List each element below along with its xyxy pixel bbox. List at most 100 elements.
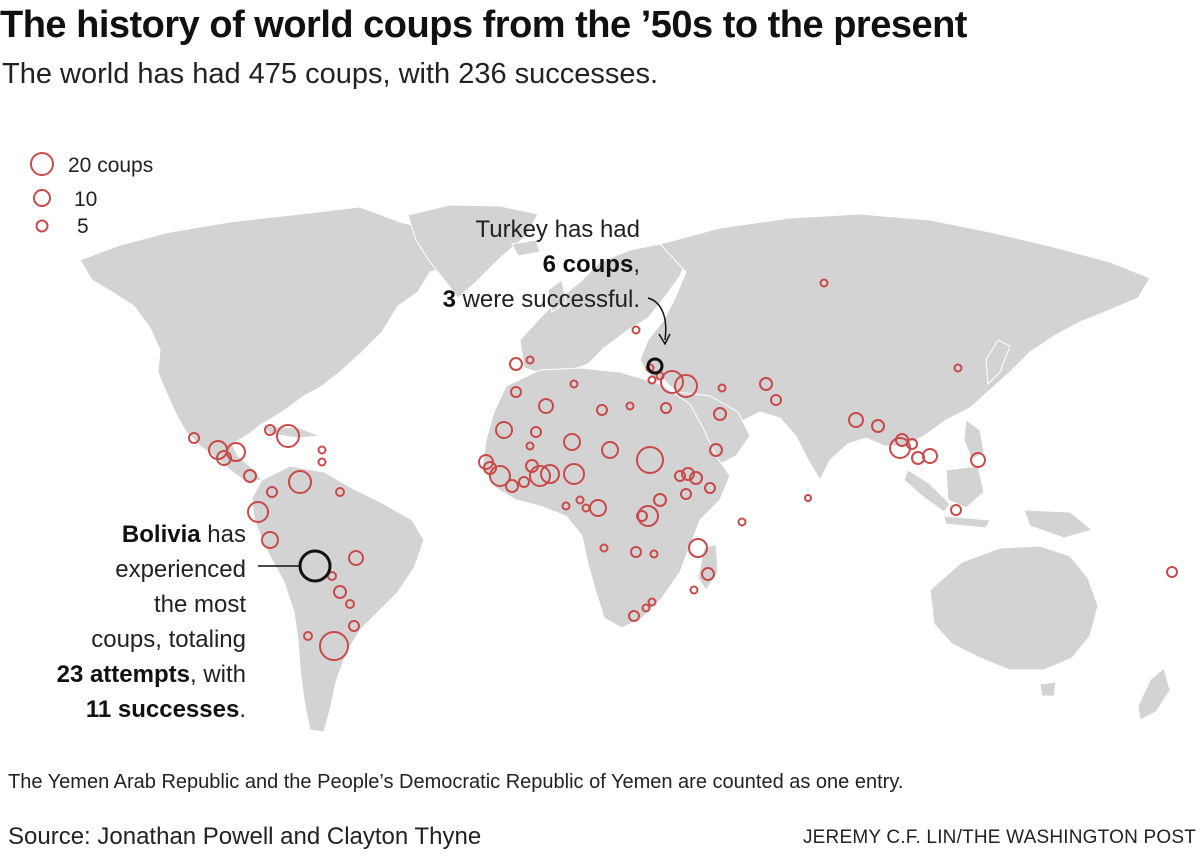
turkey-arrowhead	[658, 333, 671, 346]
coup-circle	[495, 421, 513, 439]
coup-circle	[970, 452, 986, 468]
coup-circle	[525, 441, 535, 451]
coup-circle	[636, 446, 664, 474]
turkey-annotation: Turkey has had 6 coups, 3 were successfu…	[418, 212, 640, 317]
coup-circle	[529, 465, 551, 487]
coup-circle	[953, 363, 963, 373]
coup-circle	[247, 501, 269, 523]
australia-landmass	[929, 545, 1099, 671]
turkey-line-2-rest: ,	[633, 251, 640, 278]
coup-circle	[226, 442, 246, 462]
north-america-landmass	[79, 206, 469, 483]
coup-circle	[525, 355, 535, 365]
coup-circle	[518, 476, 530, 488]
coup-circle	[538, 398, 554, 414]
borneo-landmass	[945, 465, 985, 509]
coup-circle	[688, 538, 708, 558]
author-credit: JEREMY C.F. LIN/THE WASHINGTON POST	[802, 827, 1196, 848]
coup-circle	[713, 407, 727, 421]
page-subtitle: The world has had 475 coups, with 236 su…	[2, 58, 659, 90]
bolivia-name: Bolivia	[121, 521, 201, 548]
coup-circle	[804, 494, 812, 502]
coup-circle	[288, 470, 312, 494]
coup-circle	[563, 433, 581, 451]
coup-circle	[333, 585, 347, 599]
coup-circle	[819, 278, 829, 288]
coup-circle	[317, 445, 327, 455]
turkey-coups-count: 6 coups	[542, 251, 634, 278]
coup-circle	[348, 620, 360, 632]
coup-circle	[660, 370, 684, 394]
turkey-annotation-arrow	[647, 297, 667, 341]
coup-circle	[950, 504, 962, 516]
coup-circle	[569, 379, 579, 389]
coup-circle	[530, 426, 542, 438]
coup-circle	[596, 404, 608, 416]
coup-circle	[188, 432, 200, 444]
turkey-line-1: Turkey has had	[475, 216, 640, 243]
coup-circle	[681, 467, 695, 481]
coup-circle	[701, 567, 715, 581]
coup-circle	[601, 441, 619, 459]
highlight-layer	[298, 357, 664, 583]
uk-landmass	[547, 279, 567, 313]
coup-circle	[589, 499, 607, 517]
legend-circle-20	[30, 152, 54, 176]
source-credit: Source: Jonathan Powell and Clayton Thyn…	[8, 823, 482, 850]
coup-circle	[505, 479, 519, 493]
coup-circle	[243, 469, 257, 483]
tasmania-landmass	[1039, 681, 1057, 697]
coup-circle	[911, 451, 925, 465]
coup-circle	[261, 531, 279, 549]
coup-circle	[680, 488, 692, 500]
coup-circle	[660, 402, 672, 414]
turkey-success-count: 3	[442, 286, 456, 313]
coup-circle	[345, 599, 355, 609]
java-landmass	[943, 515, 991, 529]
bolivia-successes: 11 successes	[85, 696, 240, 723]
coup-circle	[709, 443, 723, 457]
coup-circle	[704, 482, 716, 494]
coup-circle	[216, 450, 232, 466]
coup-circle	[647, 375, 657, 385]
new-zealand-landmass	[1137, 667, 1171, 721]
sumatra-landmass	[903, 469, 951, 513]
coup-circle	[653, 493, 667, 507]
bolivia-line-2: experienced	[115, 556, 246, 583]
coup-circle	[649, 549, 659, 559]
new-guinea-landmass	[1023, 509, 1094, 539]
bolivia-line-5-rest: , with	[189, 661, 246, 688]
coup-circle	[317, 457, 327, 467]
coup-circle	[540, 464, 560, 484]
size-legend: 20 coups 10 5	[30, 152, 153, 238]
legend-label-10: 10	[74, 188, 97, 211]
coup-circle	[348, 550, 364, 566]
philippines-landmass	[963, 419, 985, 461]
turkey-line-3-rest: were successful.	[455, 286, 640, 313]
coup-circle	[509, 357, 523, 371]
legend-label-5: 5	[77, 215, 89, 238]
coup-circle	[906, 438, 918, 450]
coup-circle	[636, 510, 648, 522]
bolivia-line-6-rest: .	[239, 696, 246, 723]
coup-circle	[674, 470, 686, 482]
coup-circle	[561, 501, 571, 511]
bolivia-highlight-circle	[298, 549, 332, 583]
coup-circle	[737, 517, 747, 527]
legend-circle-10	[33, 189, 51, 207]
bolivia-line-4: coups, totaling	[91, 626, 246, 653]
coup-circle	[674, 374, 698, 398]
bolivia-line-1-rest: has	[200, 521, 246, 548]
coup-circle	[641, 603, 651, 613]
bolivia-attempts: 23 attempts	[56, 661, 190, 688]
bolivia-line-3: the most	[153, 591, 246, 618]
coup-circle	[922, 448, 938, 464]
coup-circle	[510, 386, 522, 398]
coup-circle	[599, 543, 609, 553]
coup-circle	[631, 325, 641, 335]
coup-circle	[647, 597, 657, 607]
coup-circle	[276, 424, 300, 448]
coup-circle	[303, 631, 313, 641]
coup-circle	[625, 401, 635, 411]
